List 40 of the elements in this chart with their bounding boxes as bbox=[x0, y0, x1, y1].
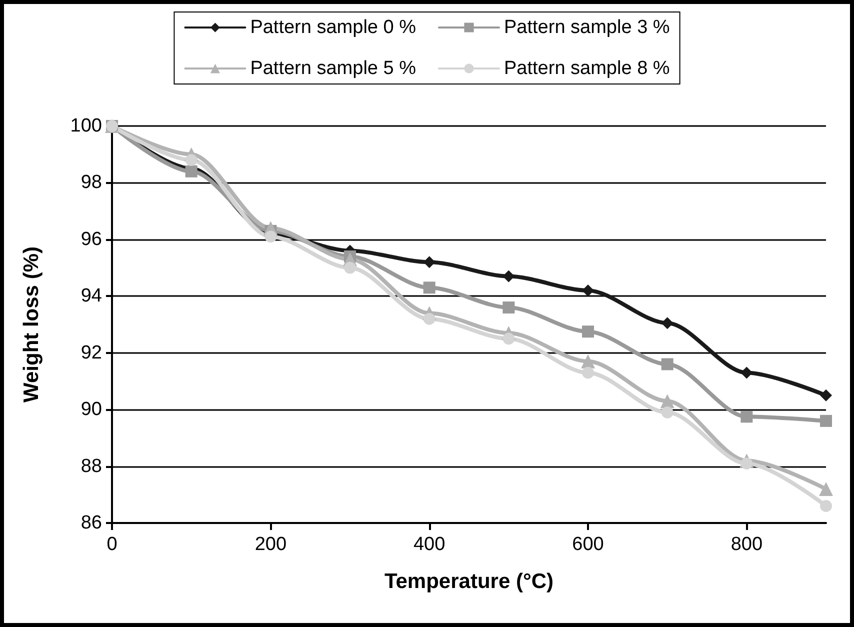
y-tick-label: 92 bbox=[80, 342, 102, 364]
y-tick-label: 100 bbox=[70, 116, 102, 136]
y-tick-label: 98 bbox=[80, 172, 102, 194]
point bbox=[819, 482, 833, 496]
point bbox=[423, 312, 436, 325]
x-tick-label: 0 bbox=[106, 534, 118, 555]
y-tick-label: 94 bbox=[80, 286, 102, 307]
point bbox=[661, 406, 674, 418]
y-tick-label: 96 bbox=[80, 228, 102, 250]
point bbox=[820, 500, 832, 512]
y-tick-label: 90 bbox=[80, 399, 102, 420]
point bbox=[423, 282, 436, 294]
y-tick-label: 88 bbox=[80, 456, 102, 477]
legend-label: Pattern sample 3 % bbox=[504, 17, 670, 38]
point bbox=[661, 317, 674, 330]
legend-label: Pattern sample 0 % bbox=[250, 17, 416, 38]
x-axis-title: Temperature (°C) bbox=[384, 570, 554, 593]
y-tick-label: 86 bbox=[80, 512, 102, 534]
point bbox=[740, 457, 753, 470]
x-tick-label: 200 bbox=[254, 534, 287, 555]
point bbox=[661, 358, 674, 370]
point bbox=[740, 410, 753, 423]
x-tick-label: 400 bbox=[413, 534, 446, 555]
legend-label: Pattern sample 8 % bbox=[504, 58, 670, 79]
point bbox=[502, 332, 515, 345]
y-axis-title: Weight loss (%) bbox=[20, 246, 43, 402]
point bbox=[185, 154, 198, 166]
x-tick-label: 600 bbox=[572, 534, 604, 555]
point bbox=[582, 366, 594, 379]
point bbox=[582, 326, 594, 338]
point bbox=[820, 389, 832, 402]
point bbox=[660, 394, 674, 408]
point bbox=[582, 284, 594, 296]
point bbox=[344, 262, 356, 274]
point bbox=[820, 414, 832, 427]
point bbox=[185, 165, 198, 178]
x-tick-label: 800 bbox=[730, 534, 763, 555]
point bbox=[502, 301, 515, 314]
legend-label: Pattern sample 5 % bbox=[250, 58, 416, 79]
point bbox=[264, 230, 277, 243]
